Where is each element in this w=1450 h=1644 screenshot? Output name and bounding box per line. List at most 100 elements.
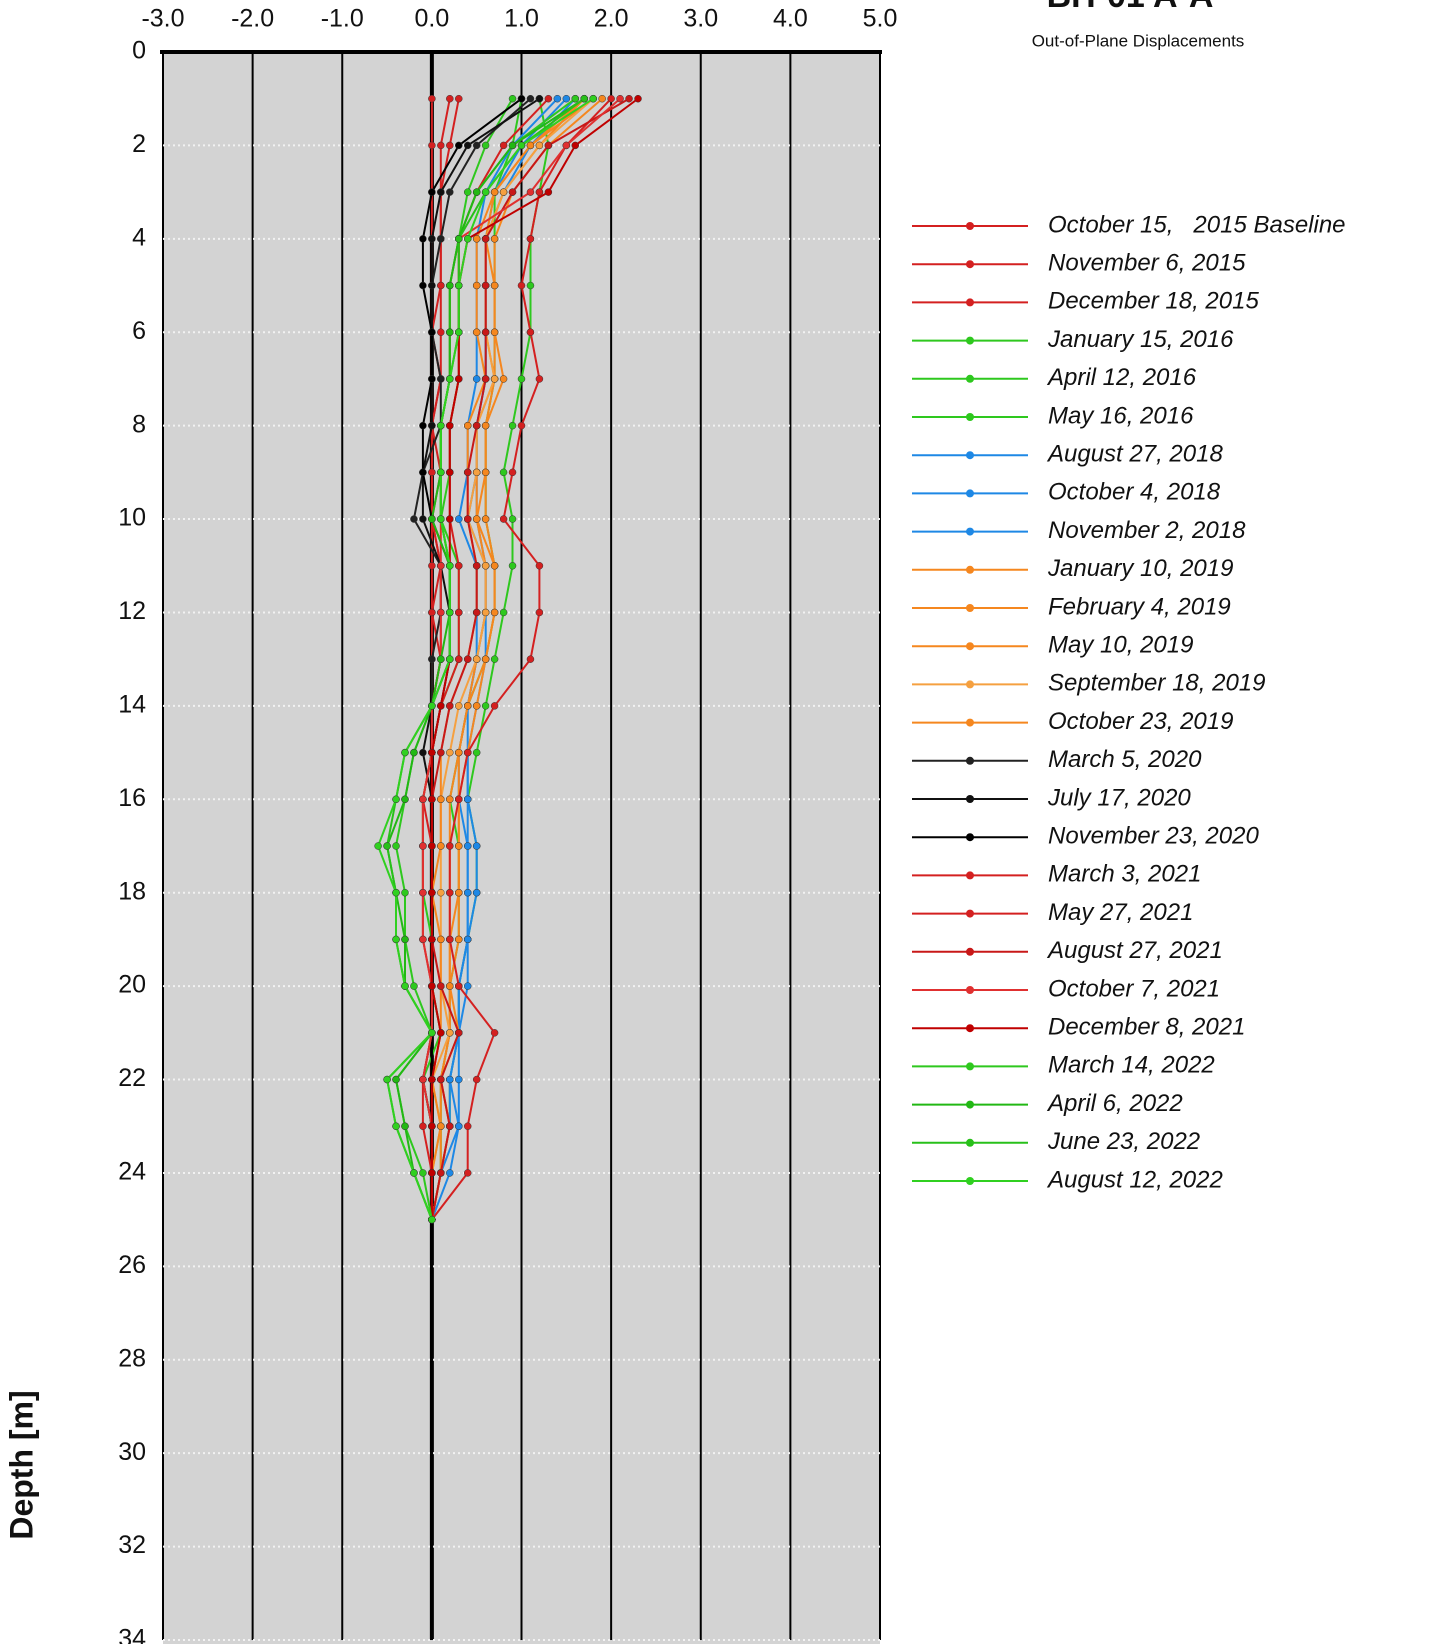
data-point — [401, 1122, 409, 1130]
data-point — [410, 748, 418, 757]
data-point — [437, 1075, 445, 1084]
data-point — [481, 515, 490, 523]
data-point — [437, 842, 445, 850]
data-point — [437, 748, 445, 757]
data-point — [410, 515, 418, 523]
y-tick-label: 16 — [118, 784, 146, 812]
data-point — [481, 141, 490, 150]
data-point — [383, 1075, 391, 1084]
y-tick-label: 2 — [132, 130, 146, 158]
data-point — [499, 515, 508, 523]
y-tick-label: 10 — [118, 504, 146, 532]
data-point — [472, 655, 481, 663]
data-point — [437, 468, 445, 477]
data-point — [428, 328, 436, 336]
data-point — [446, 141, 454, 150]
data-point — [428, 935, 436, 944]
legend-label: May 16, 2016 — [1048, 402, 1194, 429]
data-point — [437, 281, 445, 290]
data-point — [472, 235, 481, 243]
data-point — [437, 1122, 445, 1130]
data-point — [419, 421, 427, 430]
legend-label: March 3, 2021 — [1048, 861, 1201, 888]
data-point — [428, 235, 436, 243]
data-point — [446, 888, 454, 897]
data-point — [481, 188, 490, 196]
data-point — [455, 375, 463, 383]
data-point — [428, 562, 436, 570]
data-point — [455, 888, 463, 897]
data-point — [490, 608, 499, 617]
x-tick-label: 1.0 — [504, 5, 539, 33]
data-point — [392, 935, 400, 944]
legend-marker — [966, 298, 974, 307]
legend-label: February 4, 2019 — [1048, 593, 1231, 620]
y-tick-label: 8 — [132, 410, 146, 438]
data-point — [607, 94, 615, 103]
data-point — [437, 1029, 445, 1037]
data-point — [535, 188, 544, 196]
data-point — [428, 1169, 436, 1177]
data-point — [472, 515, 481, 523]
data-point — [419, 468, 427, 477]
data-point — [428, 748, 436, 757]
data-point — [419, 795, 427, 804]
data-point — [455, 795, 463, 804]
y-tick-label: 20 — [118, 971, 146, 999]
data-point — [419, 842, 427, 850]
data-point — [437, 328, 445, 336]
data-point — [392, 888, 400, 897]
data-point — [472, 842, 481, 850]
y-tick-label: 18 — [118, 877, 146, 905]
data-point — [446, 281, 454, 290]
legend-marker — [966, 909, 974, 918]
data-point — [535, 94, 544, 103]
legend-label: April 12, 2016 — [1046, 364, 1197, 391]
data-point — [571, 141, 580, 150]
data-point — [535, 141, 544, 150]
data-point — [553, 94, 562, 103]
data-point — [428, 982, 436, 990]
data-point — [419, 1122, 427, 1130]
data-point — [490, 281, 499, 290]
data-point — [481, 375, 490, 383]
data-point — [446, 328, 454, 336]
data-point — [472, 1075, 481, 1084]
data-point — [374, 842, 382, 850]
legend-marker — [966, 413, 974, 421]
x-tick-label: 5.0 — [863, 5, 898, 33]
data-point — [446, 748, 454, 757]
data-point — [508, 141, 517, 150]
data-point — [508, 421, 517, 430]
data-point — [455, 328, 463, 336]
data-point — [428, 515, 436, 523]
data-point — [437, 1169, 445, 1177]
legend-marker — [966, 336, 974, 345]
data-point — [455, 281, 463, 290]
data-point — [428, 1029, 436, 1037]
data-point — [446, 1075, 454, 1084]
data-point — [634, 94, 642, 103]
data-point — [508, 188, 517, 196]
data-point — [446, 562, 454, 570]
legend-label: October 23, 2019 — [1048, 708, 1233, 735]
data-point — [455, 1122, 463, 1130]
y-axis-label: Depth [m] — [3, 1390, 39, 1539]
legend-marker — [966, 451, 974, 460]
data-point — [437, 515, 445, 523]
legend-marker — [966, 1177, 974, 1185]
x-tick-label: -3.0 — [141, 5, 184, 33]
data-point — [472, 702, 481, 710]
legend-marker — [966, 565, 974, 574]
data-point — [616, 94, 624, 103]
legend-label: August 27, 2021 — [1046, 937, 1223, 964]
data-point — [446, 188, 454, 196]
data-point — [481, 421, 490, 430]
legend-label: May 10, 2019 — [1048, 632, 1193, 659]
data-point — [455, 982, 463, 990]
data-point — [455, 608, 463, 617]
data-point — [526, 235, 535, 243]
data-point — [472, 748, 481, 757]
data-point — [419, 888, 427, 897]
data-point — [463, 468, 472, 477]
